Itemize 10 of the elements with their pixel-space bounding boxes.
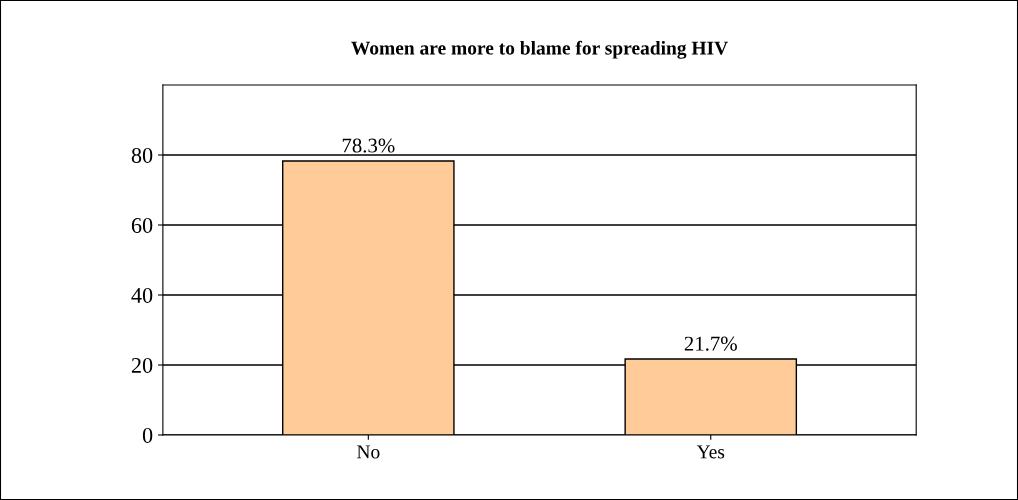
data-label: 78.3% (342, 138, 395, 153)
y-tick-label: 60 (131, 217, 153, 233)
y-tick-label: 80 (131, 147, 153, 163)
data-label: 21.7% (684, 336, 737, 351)
x-tick-label: Yes (696, 445, 725, 459)
y-tick-label: 20 (131, 357, 153, 373)
chart-title: Women are more to blame for spreading HIV (351, 40, 728, 59)
x-tick-label: No (357, 445, 380, 459)
y-tick-label: 40 (131, 287, 153, 303)
y-tick-label: 0 (142, 427, 153, 443)
